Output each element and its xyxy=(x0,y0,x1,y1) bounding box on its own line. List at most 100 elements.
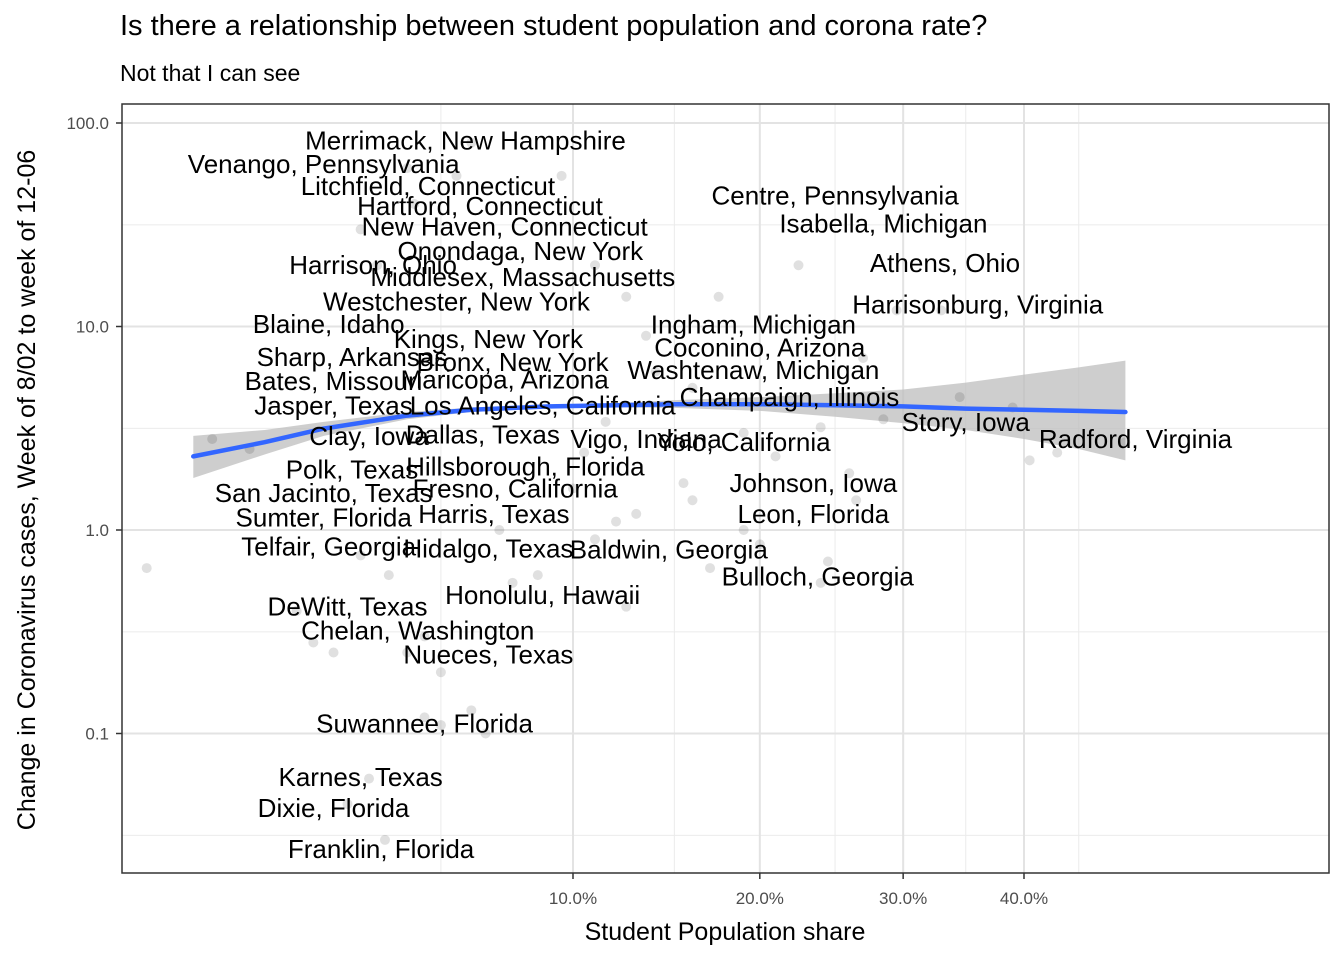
point-label: Jasper, Texas xyxy=(254,390,413,420)
data-point xyxy=(355,224,366,235)
data-point xyxy=(1120,437,1131,448)
point-label: Blaine, Idaho xyxy=(253,309,405,339)
data-point xyxy=(621,291,632,302)
point-label: Onondaga, New York xyxy=(397,236,644,266)
data-point xyxy=(600,416,611,427)
point-label: Fresno, California xyxy=(413,473,619,503)
data-point xyxy=(738,427,749,438)
y-tick-label: 1.0 xyxy=(85,521,109,540)
point-label: Polk, Texas xyxy=(286,455,418,485)
point-label: Westchester, New York xyxy=(323,286,591,316)
x-axis-title: Student Population share xyxy=(585,918,866,946)
smooth-trend-line xyxy=(191,401,1128,459)
y-tick-label: 10.0 xyxy=(76,318,109,337)
data-point xyxy=(556,170,567,181)
data-point xyxy=(1052,447,1063,458)
point-label: Washtenaw, Michigan xyxy=(627,355,879,385)
y-tick-label: 0.1 xyxy=(85,725,109,744)
data-point xyxy=(308,637,319,648)
point-label: Litchfield, Connecticut xyxy=(301,171,556,201)
data-point xyxy=(494,525,505,535)
point-label: Clay, Iowa xyxy=(309,421,429,451)
data-point xyxy=(342,799,353,810)
point-label: Story, Iowa xyxy=(902,407,1031,437)
data-point xyxy=(355,550,366,561)
data-point xyxy=(328,647,339,658)
x-tick-label: 10.0% xyxy=(549,889,597,908)
point-label: Bates, Missouri xyxy=(245,366,423,396)
data-point xyxy=(858,353,869,364)
point-label: Dixie, Florida xyxy=(258,793,410,823)
point-label: Chelan, Washington xyxy=(301,616,534,646)
data-point xyxy=(383,570,394,581)
data-point xyxy=(409,198,420,209)
point-label: Merrimack, New Hampshire xyxy=(305,126,626,156)
point-label: Bulloch, Georgia xyxy=(722,562,915,592)
data-point xyxy=(466,705,477,716)
data-point xyxy=(402,647,413,658)
data-point xyxy=(435,667,446,678)
point-label: Los Angeles, California xyxy=(410,390,676,420)
chart-title: Is there a relationship between student … xyxy=(120,10,988,42)
point-label: Dallas, Texas xyxy=(406,419,560,449)
panel-border xyxy=(121,103,1330,874)
chart-subtitle: Not that I can see xyxy=(120,60,301,86)
x-tick-label: 30.0% xyxy=(879,889,927,908)
point-label: New Haven, Connecticut xyxy=(362,212,649,242)
data-point xyxy=(678,478,689,489)
point-label: Venango, Pennsylvania xyxy=(188,149,460,179)
point-label: Hillsborough, Florida xyxy=(406,452,645,482)
point-label: Yolo, California xyxy=(657,427,831,457)
x-tick-label: 40.0% xyxy=(1000,889,1048,908)
data-point xyxy=(936,305,947,316)
data-point xyxy=(621,601,632,612)
point-label: Athens, Ohio xyxy=(870,248,1020,278)
data-point xyxy=(878,414,889,425)
point-label: Radford, Virginia xyxy=(1039,424,1233,454)
data-point xyxy=(738,525,749,535)
point-label: San Jacinto, Texas xyxy=(215,478,433,508)
data-point xyxy=(822,556,833,567)
point-label: Bronx, New York xyxy=(416,347,609,377)
data-point xyxy=(451,170,462,181)
point-label: Hartford, Connecticut xyxy=(357,191,603,221)
data-point xyxy=(466,137,477,148)
point-label: Harris, Texas xyxy=(418,499,569,529)
data-point xyxy=(754,539,765,550)
data-point xyxy=(364,773,375,784)
data-point xyxy=(1024,455,1035,466)
point-label: Kings, New York xyxy=(394,324,584,354)
data-point xyxy=(590,534,601,545)
point-label: Isabella, Michigan xyxy=(779,209,987,239)
data-point xyxy=(611,516,622,527)
data-point xyxy=(379,834,390,845)
data-point xyxy=(291,605,302,616)
y-tick-label: 100.0 xyxy=(66,114,109,133)
data-point xyxy=(579,447,590,458)
data-point xyxy=(815,422,826,433)
data-point xyxy=(532,570,543,581)
data-point xyxy=(891,305,902,316)
data-point xyxy=(435,720,446,731)
point-label: Harrison, Ohio xyxy=(289,250,457,280)
data-point xyxy=(815,577,826,588)
point-label: Leon, Florida xyxy=(737,499,889,529)
plot-panel xyxy=(122,104,1329,873)
point-label: Hidalgo, Texas xyxy=(403,534,573,564)
data-point xyxy=(402,163,413,174)
point-label: Coconino, Arizona xyxy=(654,332,866,362)
data-point xyxy=(480,728,491,739)
point-label: Sumter, Florida xyxy=(236,503,413,533)
point-label: Maricopa, Arizona xyxy=(401,364,610,394)
data-point xyxy=(705,563,716,574)
data-point xyxy=(844,468,855,479)
data-point xyxy=(954,392,965,403)
point-label: Karnes, Texas xyxy=(279,762,443,792)
point-label: Nueces, Texas xyxy=(403,639,573,669)
y-axis-title: Change in Coronavirus cases, Week of 8/0… xyxy=(13,150,41,830)
point-label: Suwannee, Florida xyxy=(316,708,533,738)
data-point xyxy=(851,495,862,506)
point-label: Telfair, Georgia xyxy=(241,531,416,561)
data-point xyxy=(687,382,698,393)
data-point xyxy=(793,260,804,271)
